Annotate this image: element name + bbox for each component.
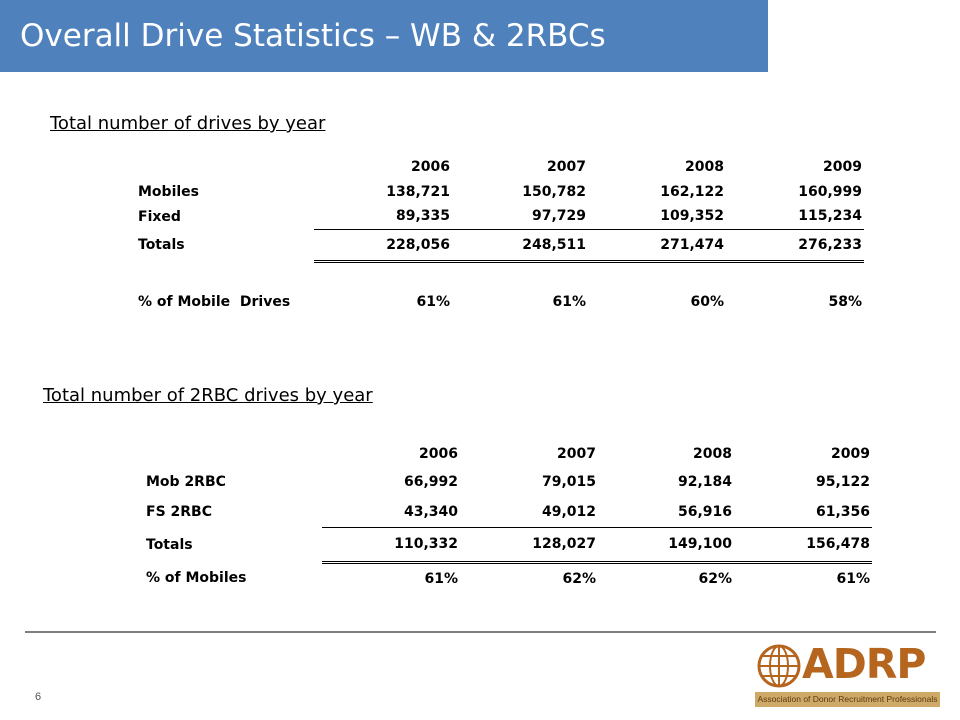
table2-row-fs-2rbc: FS 2RBC 43,340 49,012 56,916 61,356 xyxy=(144,497,872,528)
table1-header-row: 2006 2007 2008 2009 xyxy=(136,154,864,179)
table-cell: 138,721 xyxy=(386,183,450,200)
table1-row-pct-mobile: % of Mobile Drives 61% 61% 60% 58% xyxy=(136,289,864,315)
table1-row-totals: Totals 228,056 248,511 271,474 276,233 xyxy=(136,229,864,263)
table-cell: 89,335 xyxy=(314,204,452,230)
row-label: % of Mobiles xyxy=(146,570,247,586)
table-cell: 79,015 xyxy=(541,474,596,490)
table2-year: 2008 xyxy=(693,445,732,462)
table-cell: 109,352 xyxy=(588,204,726,230)
table-cell: 61% xyxy=(552,294,586,310)
table-cell: 95,122 xyxy=(815,474,870,490)
table-cell: 92,184 xyxy=(677,474,732,490)
table-cell: 162,122 xyxy=(660,183,724,200)
table2-year: 2009 xyxy=(831,445,870,462)
row-label: Totals xyxy=(138,237,185,253)
table-cell: 110,332 xyxy=(322,527,460,564)
adrp-logo: ADRP Association of Donor Recruitment Pr… xyxy=(755,640,940,710)
table-cell: 61% xyxy=(424,570,458,587)
2rbc-drives-by-year-table: 2006 2007 2008 2009 Mob 2RBC 66,992 79,0… xyxy=(144,440,872,594)
table-cell: 60% xyxy=(690,294,724,310)
row-label: FS 2RBC xyxy=(146,504,212,520)
page-number: 6 xyxy=(35,691,42,703)
table-cell: 156,478 xyxy=(734,527,872,564)
row-label: Totals xyxy=(146,536,193,553)
title-bar: Overall Drive Statistics – WB & 2RBCs xyxy=(0,0,768,72)
logo-text: ADRP xyxy=(802,640,926,688)
table1-row-fixed: Fixed 89,335 97,729 109,352 115,234 xyxy=(136,204,864,230)
table-cell: 61% xyxy=(416,294,450,310)
table1-year: 2008 xyxy=(685,158,724,175)
table-cell: 62% xyxy=(698,570,732,587)
table-cell: 248,511 xyxy=(452,229,588,263)
footer-divider xyxy=(25,631,936,633)
table-cell: 56,916 xyxy=(598,497,734,528)
table-cell: 66,992 xyxy=(403,474,458,490)
table-cell: 150,782 xyxy=(522,183,586,200)
table-cell: 97,729 xyxy=(452,204,588,230)
globe-icon xyxy=(757,644,801,688)
table1-title: Total number of drives by year xyxy=(50,113,326,134)
table-cell: 128,027 xyxy=(460,527,598,564)
table2-header-row: 2006 2007 2008 2009 xyxy=(144,440,872,467)
table2-year: 2006 xyxy=(419,445,458,462)
logo-tagline: Association of Donor Recruitment Profess… xyxy=(755,692,940,707)
row-label: Fixed xyxy=(138,208,181,225)
table1-row-mobiles: Mobiles 138,721 150,782 162,122 160,999 xyxy=(136,179,864,204)
table2-row-mob-2rbc: Mob 2RBC 66,992 79,015 92,184 95,122 xyxy=(144,467,872,497)
row-label: % of Mobile Drives xyxy=(138,294,291,310)
drives-by-year-table: 2006 2007 2008 2009 Mobiles 138,721 150,… xyxy=(136,154,864,315)
table-cell: 271,474 xyxy=(588,229,726,263)
table-cell: 62% xyxy=(562,570,596,587)
table2-row-pct-mobiles: % of Mobiles 61% 62% 62% 61% xyxy=(144,562,872,594)
slide-title: Overall Drive Statistics – WB & 2RBCs xyxy=(20,18,606,54)
table1-year: 2007 xyxy=(547,158,586,175)
table2-title: Total number of 2RBC drives by year xyxy=(43,385,373,406)
table-cell: 43,340 xyxy=(322,497,460,528)
row-label: Mobiles xyxy=(138,183,199,200)
table1-year: 2006 xyxy=(411,158,450,175)
table2-year: 2007 xyxy=(557,445,596,462)
table1-year: 2009 xyxy=(823,158,862,175)
table-cell: 149,100 xyxy=(598,527,734,564)
row-label: Mob 2RBC xyxy=(146,474,226,490)
table-cell: 160,999 xyxy=(798,183,862,200)
table-cell: 276,233 xyxy=(726,229,864,263)
table-cell: 115,234 xyxy=(726,204,864,230)
table-cell: 49,012 xyxy=(460,497,598,528)
table2-row-totals: Totals 110,332 128,027 149,100 156,478 xyxy=(144,527,872,564)
table-cell: 58% xyxy=(828,294,862,310)
table-cell: 228,056 xyxy=(314,229,452,263)
table-cell: 61,356 xyxy=(734,497,872,528)
table-cell: 61% xyxy=(836,570,870,587)
